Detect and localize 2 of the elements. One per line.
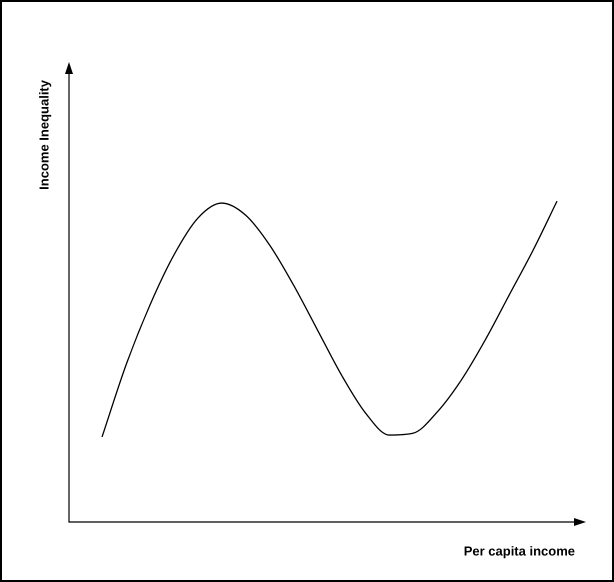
x-axis-title: Per capita income: [464, 544, 575, 559]
y-axis-title: Income Inequality: [36, 79, 52, 190]
